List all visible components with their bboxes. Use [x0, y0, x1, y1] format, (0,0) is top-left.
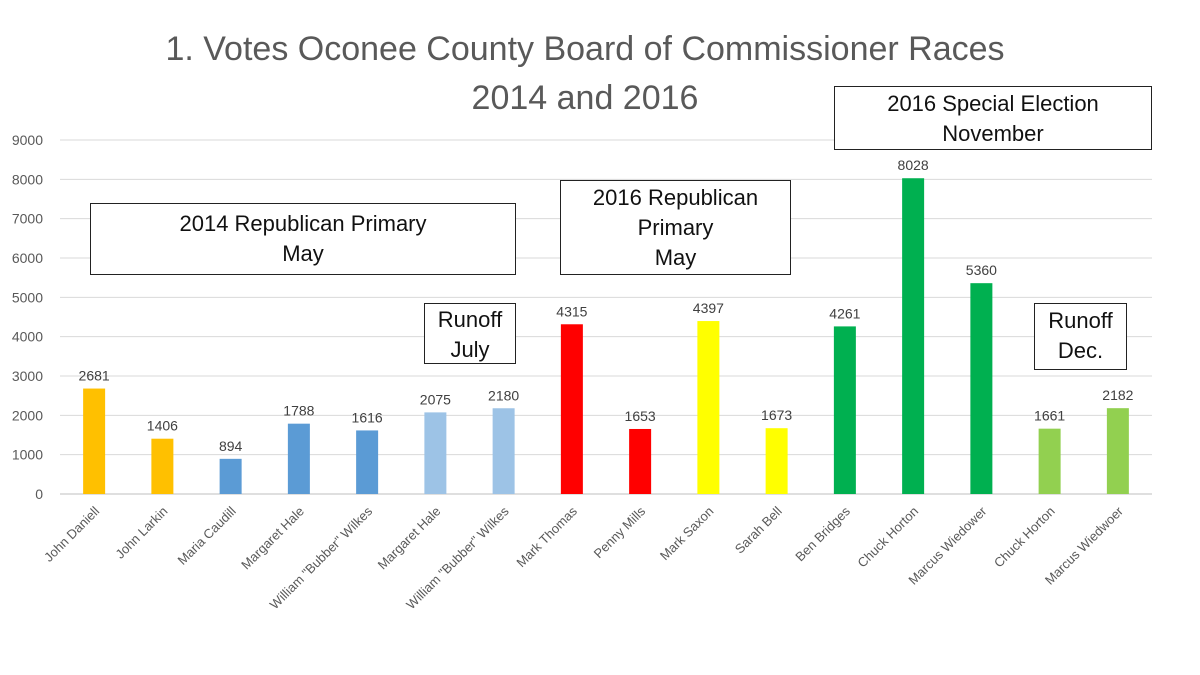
bar [219, 458, 242, 494]
annotation-2014-primary: 2014 Republican Primary May [90, 203, 516, 275]
bar [560, 324, 583, 494]
bar [492, 408, 515, 494]
data-label: 1788 [283, 403, 314, 419]
bar [833, 326, 856, 494]
data-label: 1661 [1034, 408, 1065, 424]
x-tick-label: Sarah Bell [732, 503, 785, 556]
x-tick-label: Mark Thomas [513, 503, 580, 570]
x-tick-label: Mark Saxon [657, 504, 717, 564]
bar [629, 428, 652, 494]
y-tick-label: 7000 [12, 211, 43, 227]
y-tick-label: 1000 [12, 447, 43, 463]
annotation-2016-primary: 2016 Republican Primary May [560, 180, 791, 275]
x-tick-label: Penny Mills [591, 503, 649, 561]
bar [1106, 408, 1129, 494]
y-tick-label: 5000 [12, 289, 43, 305]
x-tick-label: Maria Caudill [174, 503, 238, 567]
x-tick-label: John Daniell [41, 503, 102, 564]
x-tick-label: Chuck Horton [991, 504, 1058, 571]
chart-title-line-1: 1. Votes Oconee County Board of Commissi… [165, 30, 1005, 68]
y-tick-label: 9000 [12, 132, 43, 148]
bar [83, 388, 106, 494]
bar [356, 430, 379, 494]
annotation-2014-runoff: Runoff July [424, 303, 516, 364]
x-tick-label: John Larkin [112, 504, 170, 562]
data-label: 1616 [352, 409, 383, 425]
data-label: 4397 [693, 300, 724, 316]
data-label: 2681 [79, 368, 110, 384]
bar [287, 423, 310, 494]
bar [424, 412, 447, 494]
x-tick-label: Chuck Horton [854, 504, 921, 571]
data-label: 2180 [488, 387, 519, 403]
chart-title-line-2: 2014 and 2016 [471, 79, 699, 117]
data-label: 5360 [966, 262, 997, 278]
y-tick-label: 4000 [12, 329, 43, 345]
data-label: 894 [219, 438, 243, 454]
data-label: 4315 [556, 303, 587, 319]
y-tick-label: 0 [35, 486, 43, 502]
y-tick-label: 2000 [12, 407, 43, 423]
bar [970, 283, 993, 494]
y-tick-label: 6000 [12, 250, 43, 266]
bar [151, 438, 174, 494]
y-tick-label: 3000 [12, 368, 43, 384]
data-label: 1653 [625, 408, 656, 424]
data-label: 1406 [147, 418, 178, 434]
data-label: 2075 [420, 391, 451, 407]
data-label: 8028 [898, 157, 929, 173]
data-label: 4261 [829, 305, 860, 321]
data-label: 1673 [761, 407, 792, 423]
bar [902, 178, 925, 494]
annotation-2016-special-election: 2016 Special Election November [834, 86, 1152, 150]
x-tick-label: Margaret Hale [238, 504, 307, 573]
annotation-2016-runoff: Runoff Dec. [1034, 303, 1127, 370]
y-tick-label: 8000 [12, 171, 43, 187]
data-label: 2182 [1102, 387, 1133, 403]
x-tick-label: Margaret Hale [375, 504, 444, 573]
bar [697, 321, 720, 494]
bar [765, 428, 788, 494]
bar [1038, 428, 1061, 494]
x-tick-label: Ben Bridges [792, 503, 853, 564]
